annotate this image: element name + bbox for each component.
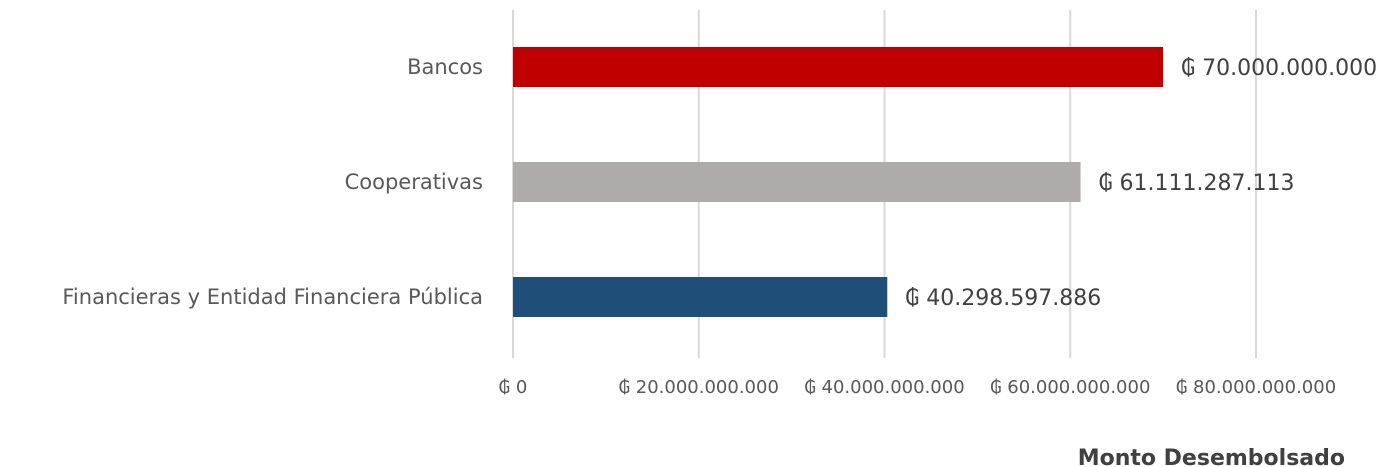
data-labels: ₲ 70.000.000.000 ₲ 61.111.287.113 ₲ 40.298… (905, 56, 1377, 311)
x-axis-title: Monto Desembolsado (1078, 446, 1345, 467)
bar-2 (513, 277, 888, 317)
category-label-2: Financieras y Entidad Financiera Pública (62, 285, 483, 309)
bar-1 (513, 162, 1081, 202)
data-label-1: ₲ 61.111.287.113 (1099, 171, 1295, 196)
x-tick-label-4: ₲ 80.000.000.000 (1176, 377, 1336, 398)
category-label-0: Bancos (407, 55, 483, 79)
x-tick-label-1: ₲ 20.000.000.000 (619, 377, 779, 398)
x-tick-label-0: ₲ 0 (499, 377, 528, 398)
category-label-1: Cooperativas (345, 170, 483, 194)
data-label-2: ₲ 40.298.597.886 (905, 286, 1101, 311)
x-tick-label-3: ₲ 60.000.000.000 (990, 377, 1150, 398)
x-tick-label-2: ₲ 40.000.000.000 (804, 377, 964, 398)
x-tick-labels: ₲ 0 ₲ 20.000.000.000 ₲ 40.000.000.000 ₲ 60.… (499, 377, 1336, 398)
data-label-0: ₲ 70.000.000.000 (1181, 56, 1377, 81)
bar-0 (513, 47, 1164, 87)
bars (513, 47, 1164, 317)
category-labels: Bancos Cooperativas Financieras y Entidad … (62, 55, 483, 309)
